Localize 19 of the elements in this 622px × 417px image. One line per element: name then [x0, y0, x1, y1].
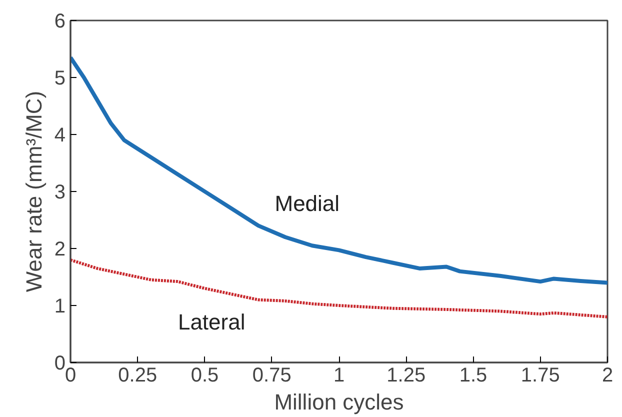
- y-axis-title: Wear rate (mm³/MC): [21, 90, 46, 292]
- x-tick-label: 1.25: [386, 364, 426, 386]
- x-tick-label: 1: [333, 364, 345, 386]
- x-tick-label: 0.75: [252, 364, 292, 386]
- x-tick-label: 1.5: [459, 364, 488, 386]
- series-label: Lateral: [178, 310, 246, 335]
- y-tick-label: 4: [54, 124, 66, 146]
- y-tick-label: 3: [54, 182, 66, 204]
- x-axis-title: Million cycles: [274, 390, 404, 414]
- x-tick-label: 1.75: [520, 364, 560, 386]
- x-tick-label: 0.5: [190, 364, 219, 386]
- y-tick-label: 2: [54, 238, 66, 260]
- series-label: Medial: [274, 191, 340, 216]
- y-tick-label: 5: [54, 68, 66, 90]
- y-tick-label: 6: [54, 10, 66, 32]
- x-tick-label: 0.25: [118, 364, 158, 386]
- line-series: [70, 56, 608, 285]
- x-tick-label: 2: [602, 364, 614, 386]
- y-tick-label: 1: [54, 296, 66, 318]
